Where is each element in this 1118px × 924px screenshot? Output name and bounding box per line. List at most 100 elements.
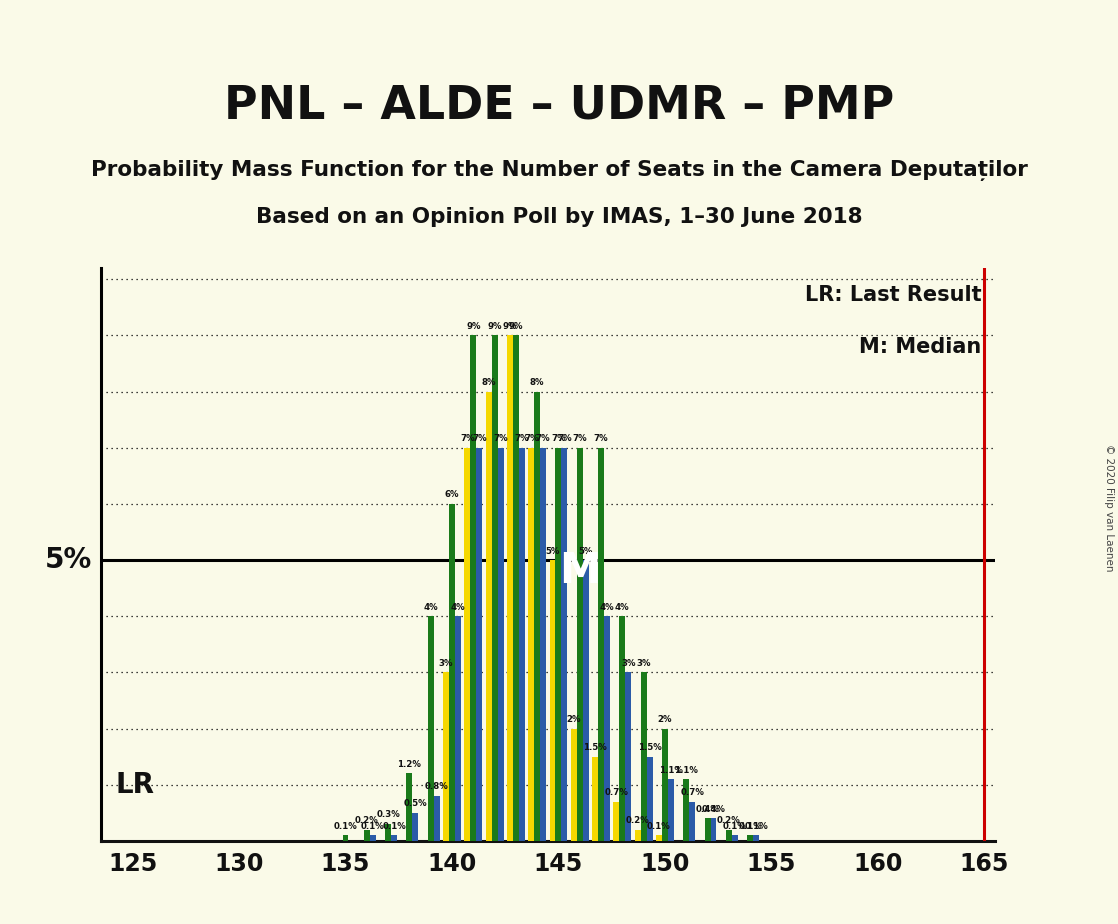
Text: 7%: 7% [514,434,529,444]
Text: 7%: 7% [572,434,587,444]
Text: 0.1%: 0.1% [361,821,385,831]
Text: 0.1%: 0.1% [333,821,358,831]
Bar [711,819,717,841]
Bar [704,819,711,841]
Bar [732,835,738,841]
Text: 7%: 7% [524,434,539,444]
Text: LR: Last Result: LR: Last Result [805,286,982,305]
Bar [561,448,568,841]
Bar [550,560,556,841]
Text: 0.1%: 0.1% [738,821,762,831]
Bar [604,616,610,841]
Text: 7%: 7% [557,434,571,444]
Text: 7%: 7% [459,434,475,444]
Bar [635,830,641,841]
Bar [471,335,476,841]
Text: 8%: 8% [482,378,496,387]
Bar [519,448,524,841]
Text: © 2020 Filip van Laenen: © 2020 Filip van Laenen [1105,444,1114,572]
Text: 0.4%: 0.4% [695,805,720,814]
Text: 7%: 7% [493,434,508,444]
Text: 7%: 7% [594,434,608,444]
Bar [641,673,646,841]
Bar [449,504,455,841]
Bar [485,392,492,841]
Text: 3%: 3% [636,659,651,668]
Text: 0.1%: 0.1% [382,821,406,831]
Text: 1.1%: 1.1% [659,766,683,774]
Bar [363,830,370,841]
Bar [428,616,434,841]
Text: 5%: 5% [546,546,560,555]
Text: Probability Mass Function for the Number of Seats in the Camera Deputaților: Probability Mass Function for the Number… [91,161,1027,181]
Text: 1.5%: 1.5% [637,743,662,752]
Text: LR: LR [115,771,154,798]
Bar [667,779,674,841]
Text: Based on an Opinion Poll by IMAS, 1–30 June 2018: Based on an Opinion Poll by IMAS, 1–30 J… [256,207,862,227]
Text: 2%: 2% [657,715,672,724]
Text: M: M [559,551,600,592]
Bar [513,335,519,841]
Bar [455,616,461,841]
Text: 7%: 7% [551,434,566,444]
Bar [506,335,513,841]
Bar [342,835,349,841]
Text: 6%: 6% [445,491,459,499]
Bar [443,673,449,841]
Text: 0.7%: 0.7% [605,788,628,797]
Bar [747,835,754,841]
Bar [754,835,759,841]
Text: PNL – ALDE – UDMR – PMP: PNL – ALDE – UDMR – PMP [224,84,894,128]
Text: 0.1%: 0.1% [745,821,768,831]
Bar [498,448,503,841]
Bar [689,801,695,841]
Text: 5%: 5% [45,546,92,574]
Bar [571,728,577,841]
Text: 4%: 4% [424,602,438,612]
Bar [656,835,662,841]
Text: 4%: 4% [451,602,465,612]
Text: 4%: 4% [615,602,629,612]
Bar [646,757,653,841]
Text: 7%: 7% [536,434,550,444]
Text: 0.7%: 0.7% [680,788,704,797]
Text: 0.8%: 0.8% [425,783,448,792]
Text: 0.4%: 0.4% [702,805,726,814]
Bar [556,448,561,841]
Text: 9%: 9% [487,322,502,331]
Text: 0.3%: 0.3% [377,810,400,820]
Bar [598,448,604,841]
Text: 4%: 4% [599,602,614,612]
Text: 3%: 3% [438,659,453,668]
Bar [625,673,632,841]
Text: 1.5%: 1.5% [584,743,607,752]
Text: 9%: 9% [466,322,481,331]
Text: M: Median: M: Median [860,336,982,357]
Bar [534,392,540,841]
Text: 0.1%: 0.1% [647,821,671,831]
Bar [407,773,413,841]
Bar [391,835,397,841]
Bar [528,448,534,841]
Bar [413,813,418,841]
Bar [577,448,582,841]
Text: 2%: 2% [567,715,581,724]
Text: 9%: 9% [509,322,523,331]
Bar [593,757,598,841]
Text: 0.2%: 0.2% [354,816,379,825]
Bar [476,448,482,841]
Bar [726,830,732,841]
Bar [434,796,439,841]
Bar [614,801,619,841]
Text: 7%: 7% [472,434,486,444]
Bar [492,335,498,841]
Bar [370,835,376,841]
Text: 0.5%: 0.5% [404,799,427,808]
Bar [662,728,667,841]
Text: 8%: 8% [530,378,544,387]
Bar [385,824,391,841]
Bar [582,560,589,841]
Bar [540,448,546,841]
Text: 0.2%: 0.2% [717,816,741,825]
Bar [683,779,689,841]
